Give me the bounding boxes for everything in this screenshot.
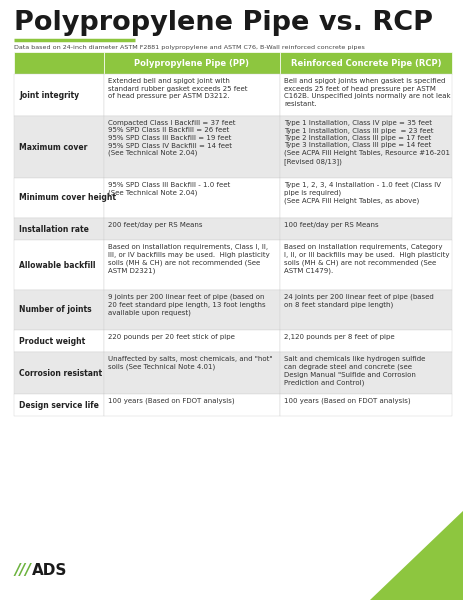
Bar: [14, 240, 104, 290]
Text: Type 1, 2, 3, 4 Installation - 1.0 feet (Class IV
pipe is required)
(See ACPA Fi: Type 1, 2, 3, 4 Installation - 1.0 feet …: [283, 182, 440, 205]
Bar: [104, 178, 279, 218]
Text: Compacted Class I Backfill = 37 feet
95% SPD Class II Backfill = 26 feet
95% SPD: Compacted Class I Backfill = 37 feet 95%…: [108, 120, 235, 157]
Text: Extended bell and spigot joint with
standard rubber gasket exceeds 25 feet
of he: Extended bell and spigot joint with stan…: [108, 78, 247, 99]
Bar: [279, 330, 451, 352]
Bar: [14, 352, 104, 394]
Bar: [104, 352, 279, 394]
Text: ///: ///: [14, 563, 31, 578]
Text: 100 years (Based on FDOT analysis): 100 years (Based on FDOT analysis): [108, 398, 234, 404]
Text: 24 joints per 200 linear feet of pipe (based
on 8 feet standard pipe length): 24 joints per 200 linear feet of pipe (b…: [283, 294, 433, 308]
Text: Unaffected by salts, most chemicals, and "hot"
soils (See Technical Note 4.01): Unaffected by salts, most chemicals, and…: [108, 356, 272, 370]
Bar: [279, 178, 451, 218]
Text: Corrosion resistant: Corrosion resistant: [19, 368, 102, 377]
Text: Reinforced Concrete Pipe (RCP): Reinforced Concrete Pipe (RCP): [290, 58, 440, 67]
Bar: [279, 218, 451, 240]
Text: Based on installation requirements, Category
I, II, or III backfills may be used: Based on installation requirements, Cate…: [283, 244, 449, 274]
Bar: [14, 74, 104, 116]
Text: ™: ™: [58, 574, 63, 579]
Bar: [14, 330, 104, 352]
Text: ADS: ADS: [32, 563, 67, 578]
Text: Bell and spigot joints when gasket is specified
exceeds 25 feet of head pressure: Bell and spigot joints when gasket is sp…: [283, 78, 450, 107]
Text: Allowable backfill: Allowable backfill: [19, 260, 95, 269]
Bar: [279, 394, 451, 416]
Bar: [14, 218, 104, 240]
Text: Based on installation requirements, Class I, II,
III, or IV backfills may be use: Based on installation requirements, Clas…: [108, 244, 269, 274]
Bar: [104, 290, 279, 330]
Bar: [104, 116, 279, 178]
Bar: [279, 290, 451, 330]
Bar: [104, 330, 279, 352]
Polygon shape: [369, 510, 463, 600]
Bar: [104, 240, 279, 290]
Bar: [104, 394, 279, 416]
Text: Number of joints: Number of joints: [19, 305, 91, 314]
Bar: [104, 52, 279, 74]
Bar: [14, 52, 104, 74]
Text: Design service life: Design service life: [19, 401, 99, 409]
Text: Maximum cover: Maximum cover: [19, 142, 87, 151]
Text: Product weight: Product weight: [19, 337, 85, 346]
Text: 100 years (Based on FDOT analysis): 100 years (Based on FDOT analysis): [283, 398, 410, 404]
Text: 100 feet/day per RS Means: 100 feet/day per RS Means: [283, 222, 378, 228]
Text: 9 joints per 200 linear feet of pipe (based on
20 feet standard pipe length, 13 : 9 joints per 200 linear feet of pipe (ba…: [108, 294, 265, 316]
Text: 220 pounds per 20 feet stick of pipe: 220 pounds per 20 feet stick of pipe: [108, 334, 234, 340]
Bar: [279, 240, 451, 290]
Bar: [104, 218, 279, 240]
Bar: [279, 116, 451, 178]
Bar: [14, 116, 104, 178]
Bar: [14, 290, 104, 330]
Text: Installation rate: Installation rate: [19, 224, 89, 233]
Bar: [14, 394, 104, 416]
Text: Type 1 Installation, Class IV pipe = 35 feet
Type 1 Installation, Class III pipe: Type 1 Installation, Class IV pipe = 35 …: [283, 120, 449, 165]
Bar: [14, 178, 104, 218]
Bar: [279, 74, 451, 116]
Text: Joint integrity: Joint integrity: [19, 91, 79, 100]
Bar: [279, 52, 451, 74]
Bar: [104, 74, 279, 116]
Text: Data based on 24-inch diameter ASTM F2881 polypropylene and ASTM C76, B-Wall rei: Data based on 24-inch diameter ASTM F288…: [14, 45, 364, 50]
Text: 2,120 pounds per 8 feet of pipe: 2,120 pounds per 8 feet of pipe: [283, 334, 394, 340]
Text: Polypropylene Pipe vs. RCP: Polypropylene Pipe vs. RCP: [14, 10, 432, 36]
Text: Minimum cover height: Minimum cover height: [19, 193, 116, 202]
Text: Salt and chemicals like hydrogen sulfide
can degrade steel and concrete (see
Des: Salt and chemicals like hydrogen sulfide…: [283, 356, 425, 385]
Bar: [279, 352, 451, 394]
Text: 200 feet/day per RS Means: 200 feet/day per RS Means: [108, 222, 202, 228]
Text: Polypropylene Pipe (PP): Polypropylene Pipe (PP): [134, 58, 249, 67]
Text: 95% SPD Class III Backfill - 1.0 feet
(See Technical Note 2.04): 95% SPD Class III Backfill - 1.0 feet (S…: [108, 182, 230, 196]
